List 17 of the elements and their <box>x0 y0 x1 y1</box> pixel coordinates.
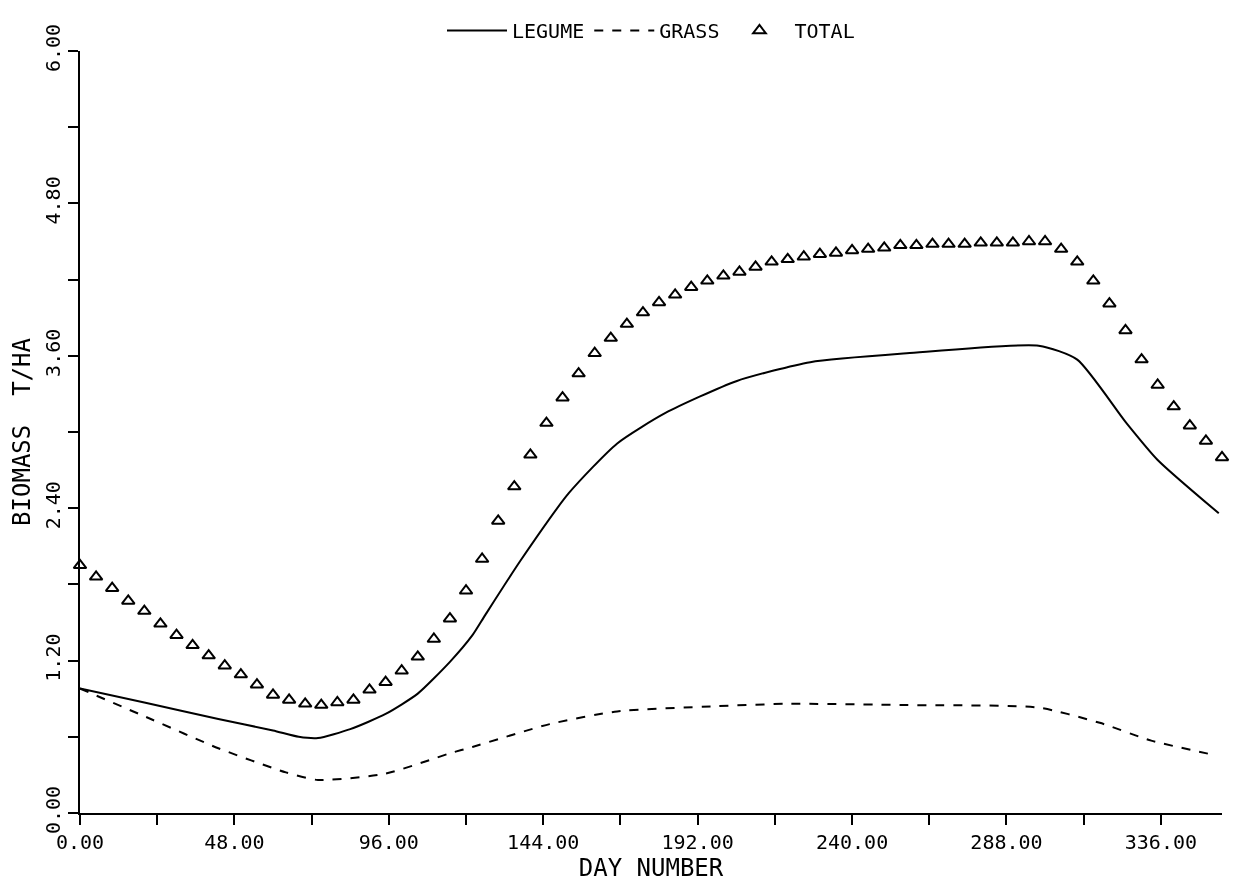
y-axis-title: BIOMASS T/HA <box>7 337 36 526</box>
x-tick-label: 192.00 <box>661 830 734 854</box>
x-tick-label: 144.00 <box>507 830 580 854</box>
y-tick-label: 6.00 <box>41 23 65 73</box>
x-axis-title: DAY NUMBER <box>578 854 724 882</box>
y-tick-label: 2.40 <box>41 481 65 530</box>
x-tick-label: 48.00 <box>204 830 265 854</box>
x-tick-label: 288.00 <box>970 830 1043 854</box>
legend-label: LEGUME <box>512 19 585 44</box>
y-tick-label: 4.80 <box>41 176 65 225</box>
y-tick-label: 1.20 <box>41 633 65 682</box>
legend-label: TOTAL <box>794 19 855 44</box>
x-tick-label: 240.00 <box>815 830 889 854</box>
x-tick-label: 96.00 <box>358 830 419 854</box>
y-tick-label: 3.60 <box>41 328 65 377</box>
legend-label: GRASS <box>659 19 720 44</box>
x-tick-label: 336.00 <box>1124 830 1198 854</box>
